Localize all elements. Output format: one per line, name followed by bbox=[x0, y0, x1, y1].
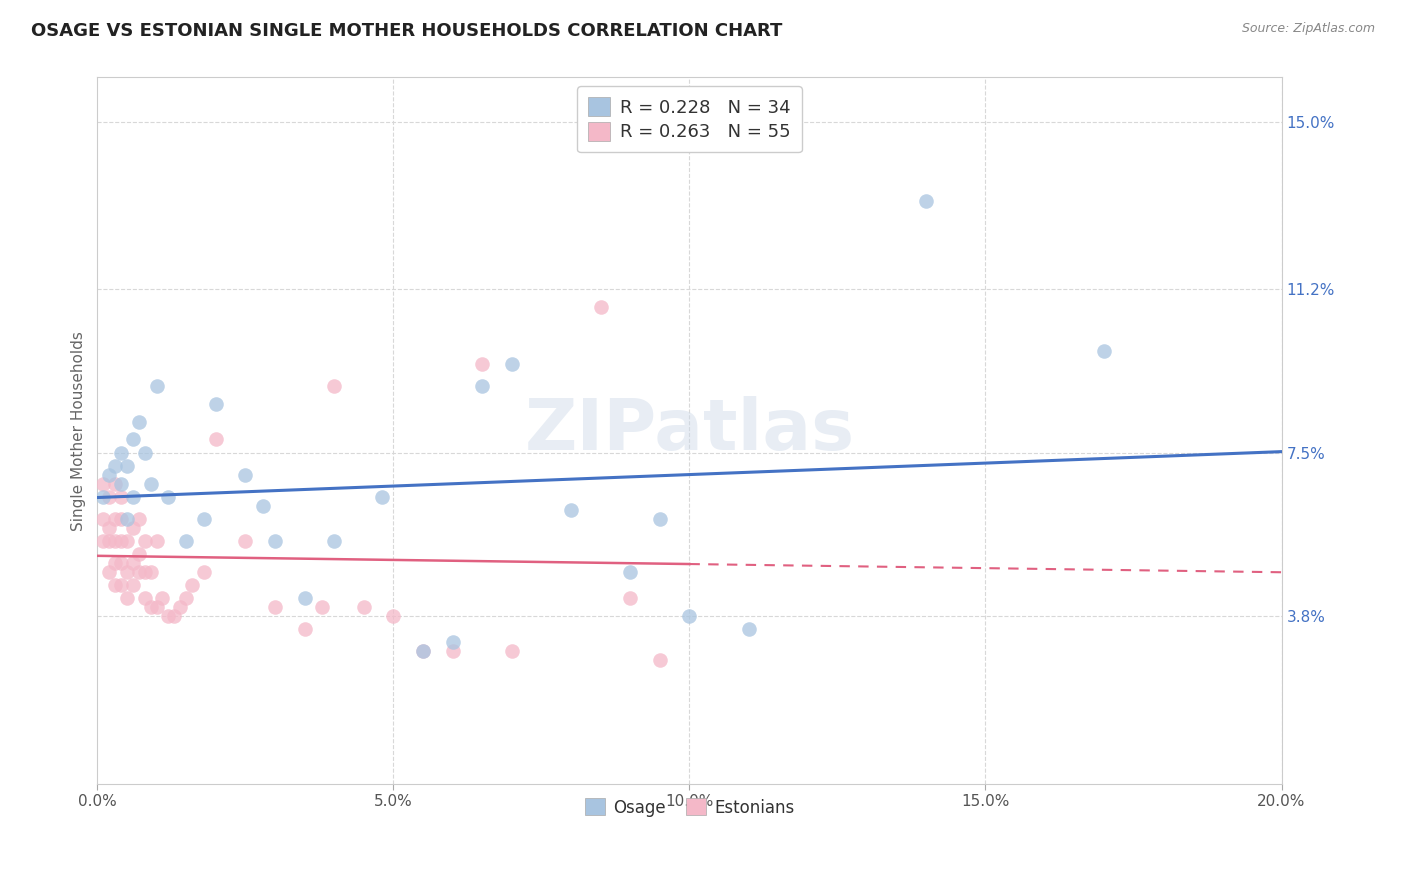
Point bbox=[115, 533, 138, 548]
Point bbox=[110, 476, 132, 491]
Point bbox=[134, 533, 156, 548]
Point bbox=[441, 635, 464, 649]
Point bbox=[104, 476, 127, 491]
Point bbox=[648, 512, 671, 526]
Point bbox=[589, 300, 612, 314]
Point bbox=[134, 445, 156, 459]
Point bbox=[619, 591, 641, 606]
Point bbox=[619, 565, 641, 579]
Point bbox=[128, 547, 150, 561]
Point bbox=[91, 533, 114, 548]
Point bbox=[128, 512, 150, 526]
Point bbox=[163, 609, 186, 624]
Point bbox=[122, 521, 145, 535]
Point bbox=[174, 591, 197, 606]
Point bbox=[193, 565, 215, 579]
Point bbox=[110, 533, 132, 548]
Point bbox=[174, 533, 197, 548]
Y-axis label: Single Mother Households: Single Mother Households bbox=[72, 331, 86, 531]
Text: OSAGE VS ESTONIAN SINGLE MOTHER HOUSEHOLDS CORRELATION CHART: OSAGE VS ESTONIAN SINGLE MOTHER HOUSEHOL… bbox=[31, 22, 782, 40]
Point bbox=[412, 644, 434, 658]
Point bbox=[104, 512, 127, 526]
Point bbox=[323, 379, 346, 393]
Point bbox=[264, 600, 287, 615]
Point bbox=[115, 591, 138, 606]
Point bbox=[122, 556, 145, 570]
Point bbox=[98, 467, 121, 482]
Point bbox=[128, 415, 150, 429]
Point bbox=[1092, 344, 1115, 359]
Point bbox=[134, 565, 156, 579]
Point bbox=[353, 600, 375, 615]
Point bbox=[471, 357, 494, 371]
Point bbox=[382, 609, 405, 624]
Point bbox=[110, 445, 132, 459]
Point bbox=[115, 512, 138, 526]
Point bbox=[915, 194, 938, 208]
Point bbox=[370, 490, 392, 504]
Point bbox=[560, 503, 582, 517]
Legend: Osage, Estonians: Osage, Estonians bbox=[576, 790, 803, 825]
Point bbox=[122, 490, 145, 504]
Point bbox=[139, 476, 162, 491]
Point bbox=[110, 556, 132, 570]
Point bbox=[294, 591, 316, 606]
Point bbox=[122, 578, 145, 592]
Point bbox=[311, 600, 333, 615]
Point bbox=[678, 609, 700, 624]
Point bbox=[235, 533, 257, 548]
Point bbox=[294, 622, 316, 636]
Point bbox=[157, 490, 180, 504]
Point bbox=[252, 499, 274, 513]
Point bbox=[648, 653, 671, 667]
Text: Source: ZipAtlas.com: Source: ZipAtlas.com bbox=[1241, 22, 1375, 36]
Point bbox=[471, 379, 494, 393]
Point bbox=[145, 600, 167, 615]
Point bbox=[122, 433, 145, 447]
Point bbox=[441, 644, 464, 658]
Point bbox=[91, 490, 114, 504]
Point bbox=[264, 533, 287, 548]
Point bbox=[204, 397, 226, 411]
Point bbox=[235, 467, 257, 482]
Point bbox=[181, 578, 204, 592]
Point bbox=[323, 533, 346, 548]
Point bbox=[501, 357, 523, 371]
Point bbox=[737, 622, 759, 636]
Point bbox=[104, 578, 127, 592]
Point bbox=[104, 458, 127, 473]
Point bbox=[152, 591, 174, 606]
Point bbox=[115, 565, 138, 579]
Point bbox=[98, 490, 121, 504]
Point bbox=[104, 556, 127, 570]
Text: ZIPatlas: ZIPatlas bbox=[524, 396, 855, 465]
Point bbox=[91, 476, 114, 491]
Point bbox=[145, 379, 167, 393]
Point bbox=[204, 433, 226, 447]
Point bbox=[193, 512, 215, 526]
Point bbox=[169, 600, 191, 615]
Point bbox=[104, 533, 127, 548]
Point bbox=[139, 600, 162, 615]
Point bbox=[139, 565, 162, 579]
Point bbox=[98, 565, 121, 579]
Point bbox=[98, 521, 121, 535]
Point bbox=[91, 512, 114, 526]
Point bbox=[157, 609, 180, 624]
Point bbox=[134, 591, 156, 606]
Point bbox=[412, 644, 434, 658]
Point bbox=[145, 533, 167, 548]
Point bbox=[110, 512, 132, 526]
Point bbox=[110, 578, 132, 592]
Point bbox=[128, 565, 150, 579]
Point bbox=[110, 490, 132, 504]
Point bbox=[98, 533, 121, 548]
Point bbox=[501, 644, 523, 658]
Point bbox=[115, 458, 138, 473]
